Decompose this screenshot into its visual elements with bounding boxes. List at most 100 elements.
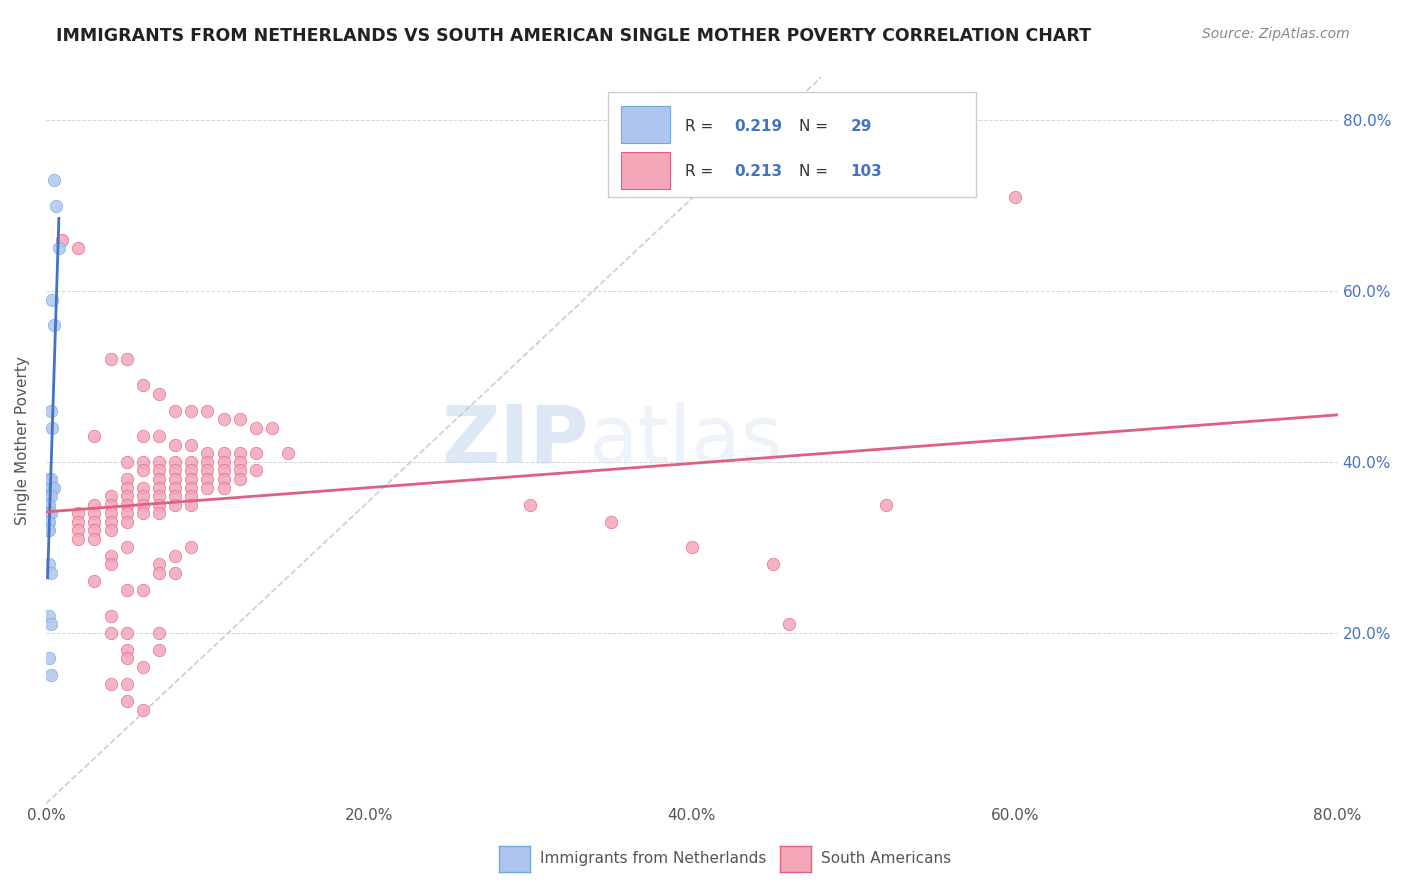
Text: R =: R = xyxy=(685,119,718,134)
Point xyxy=(39,472,62,486)
Point xyxy=(180,472,202,486)
Point xyxy=(39,403,62,417)
Point xyxy=(115,677,138,691)
Y-axis label: Single Mother Poverty: Single Mother Poverty xyxy=(15,356,30,525)
Point xyxy=(38,489,60,503)
FancyBboxPatch shape xyxy=(607,92,976,197)
Point xyxy=(197,463,219,477)
Point xyxy=(41,293,63,307)
Point xyxy=(519,498,541,512)
Point xyxy=(83,532,105,546)
Point xyxy=(39,617,62,632)
Point xyxy=(165,472,187,486)
Point xyxy=(132,703,155,717)
Point xyxy=(115,625,138,640)
Point xyxy=(212,481,235,495)
Point xyxy=(83,429,105,443)
Point xyxy=(228,446,250,460)
Point xyxy=(197,446,219,460)
Point xyxy=(132,481,155,495)
Point xyxy=(67,515,90,529)
Point xyxy=(39,668,62,682)
Point xyxy=(165,463,187,477)
Point xyxy=(165,438,187,452)
Point xyxy=(83,498,105,512)
Point xyxy=(39,489,62,503)
Text: N =: N = xyxy=(799,164,832,179)
Point xyxy=(132,660,155,674)
Point xyxy=(132,429,155,443)
Point xyxy=(67,523,90,537)
Point xyxy=(41,481,63,495)
Point xyxy=(83,506,105,520)
Point xyxy=(39,566,62,580)
Point xyxy=(165,455,187,469)
Point xyxy=(45,198,67,212)
Point xyxy=(180,403,202,417)
Point xyxy=(51,233,73,247)
Point xyxy=(132,455,155,469)
Point xyxy=(761,558,783,572)
Point xyxy=(148,463,170,477)
Point xyxy=(115,472,138,486)
Point xyxy=(148,386,170,401)
Point xyxy=(212,412,235,426)
Point xyxy=(100,677,122,691)
Point xyxy=(100,506,122,520)
Point xyxy=(115,651,138,665)
Text: Immigrants from Netherlands: Immigrants from Netherlands xyxy=(540,852,766,866)
Point xyxy=(165,403,187,417)
Point xyxy=(148,489,170,503)
Point xyxy=(100,498,122,512)
Point xyxy=(245,421,267,435)
Point xyxy=(38,506,60,520)
Point xyxy=(197,455,219,469)
Point xyxy=(180,455,202,469)
Point xyxy=(148,643,170,657)
Point xyxy=(41,421,63,435)
Point xyxy=(245,463,267,477)
Point xyxy=(100,523,122,537)
Point xyxy=(38,651,60,665)
Point xyxy=(148,498,170,512)
Text: IMMIGRANTS FROM NETHERLANDS VS SOUTH AMERICAN SINGLE MOTHER POVERTY CORRELATION : IMMIGRANTS FROM NETHERLANDS VS SOUTH AME… xyxy=(56,27,1091,45)
Point xyxy=(180,498,202,512)
Text: ZIP: ZIP xyxy=(441,401,589,480)
Point xyxy=(132,498,155,512)
Point xyxy=(115,643,138,657)
Point xyxy=(132,489,155,503)
Point xyxy=(132,463,155,477)
Point xyxy=(67,506,90,520)
Point xyxy=(100,352,122,367)
Point xyxy=(115,694,138,708)
Point xyxy=(148,455,170,469)
Text: N =: N = xyxy=(799,119,832,134)
Point xyxy=(165,489,187,503)
Point xyxy=(212,472,235,486)
Point xyxy=(38,608,60,623)
Point xyxy=(165,481,187,495)
Point xyxy=(180,481,202,495)
Point xyxy=(180,463,202,477)
Point xyxy=(42,173,65,187)
Point xyxy=(245,446,267,460)
Point xyxy=(212,463,235,477)
Point xyxy=(197,481,219,495)
Point xyxy=(83,574,105,589)
Point xyxy=(165,498,187,512)
FancyBboxPatch shape xyxy=(621,153,669,188)
Point xyxy=(83,515,105,529)
Point xyxy=(180,541,202,555)
Point xyxy=(37,515,59,529)
FancyBboxPatch shape xyxy=(621,106,669,143)
Point xyxy=(48,241,70,255)
Point xyxy=(681,541,703,555)
Point xyxy=(42,318,65,333)
Point xyxy=(212,455,235,469)
Point xyxy=(115,455,138,469)
Text: atlas: atlas xyxy=(589,401,783,480)
Point xyxy=(100,608,122,623)
Point xyxy=(115,541,138,555)
Point xyxy=(39,506,62,520)
Text: Source: ZipAtlas.com: Source: ZipAtlas.com xyxy=(1202,27,1350,41)
